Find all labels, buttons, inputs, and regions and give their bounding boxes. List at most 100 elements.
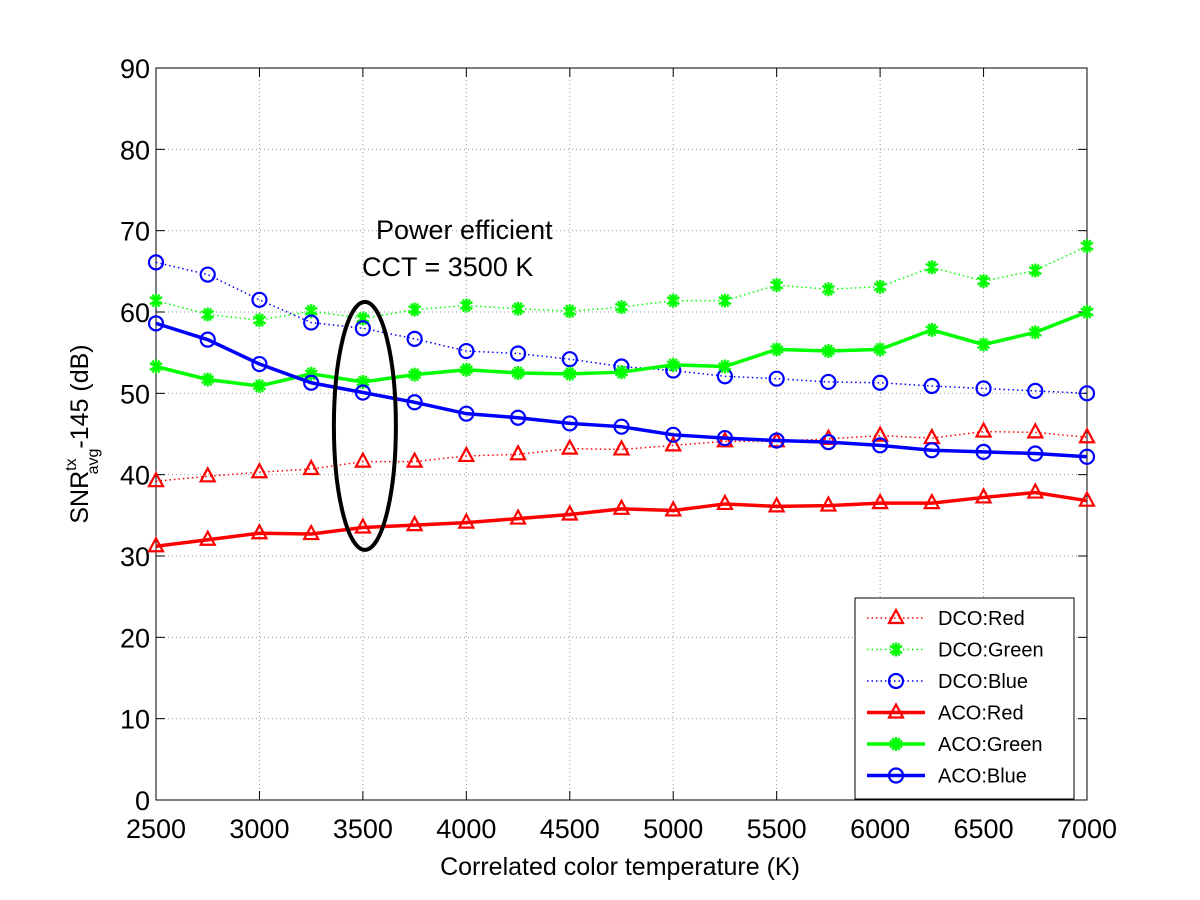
data-point-dco-green [925,260,939,275]
data-point-dco-green [356,311,370,326]
legend-entry-aco-green: ACO:Green [867,734,1042,756]
data-point-aco-red [509,508,527,525]
data-point-aco-red [198,529,217,546]
data-point-dco-red [405,451,424,468]
data-point-aco-green [511,366,525,380]
data-point-aco-blue [665,426,682,443]
y-tick-label: 20 [120,623,150,653]
marker-stroke [151,359,161,374]
data-point-dco-blue [561,351,578,368]
data-point-dco-blue [820,373,837,391]
x-tick-label: 5500 [747,814,807,844]
legend-marker [889,642,903,657]
marker-stroke [1082,305,1092,319]
series-aco-red [147,482,1096,553]
data-point-dco-blue [768,370,785,387]
data-point-dco-blue [199,266,216,283]
legend-marker [887,672,905,690]
series-dco-green [149,239,1094,328]
legend-entry-aco-blue: ACO:Blue [867,766,1027,788]
data-point-dco-green [1080,239,1094,254]
legend-entry-dco-red: DCO:Red [867,607,1025,630]
data-point-aco-green [252,379,267,394]
legend-label: DCO:Blue [938,671,1028,693]
x-tick-label: 4500 [540,814,600,844]
data-point-dco-blue [303,314,320,331]
data-point-aco-green [666,357,680,372]
data-point-aco-red [922,492,941,510]
marker-stroke [513,366,523,380]
x-tick-label: 3500 [333,814,393,844]
data-point-aco-green [925,322,939,337]
data-point-aco-blue [1078,448,1096,465]
marker-stroke [720,293,730,308]
marker-stroke [203,307,213,322]
data-point-aco-green [718,359,732,374]
x-axis-label: Correlated color temperature (K) [440,853,800,881]
data-point-dco-green [563,304,577,319]
data-point-dco-red [509,444,527,461]
data-point-aco-red [974,487,993,504]
data-point-aco-blue [354,384,371,401]
legend-marker [887,767,905,784]
data-point-aco-blue [561,415,578,432]
marker-stroke [513,302,523,316]
data-point-dco-blue [354,320,371,337]
series-line-aco-blue [155,321,1088,459]
marker-stroke [306,367,316,381]
data-point-dco-green [511,301,525,316]
data-point-dco-blue [1027,382,1044,399]
plot-frame [155,67,1088,801]
marker-stroke [979,337,989,352]
y-tick-label: 70 [120,217,150,247]
legend-entry-dco-blue: DCO:Blue [867,671,1028,693]
data-point-aco-green [1080,305,1094,319]
marker-stroke [254,379,264,393]
legend-marker [887,607,905,625]
data-point-aco-red [405,514,424,532]
marker-stroke [461,298,471,313]
x-tick-label: 6000 [850,814,910,844]
data-point-dco-blue [147,254,165,271]
data-point-aco-green [976,337,991,352]
data-point-dco-blue [975,380,992,397]
marker-stroke [772,278,782,292]
data-point-dco-green [1028,263,1042,278]
data-point-aco-red [1026,482,1045,499]
marker-stroke [875,342,885,357]
data-point-dco-blue [872,374,889,391]
legend-marker [889,737,903,751]
data-point-dco-red [612,439,631,456]
y-tick-label: 80 [120,135,150,165]
legend-label: ACO:Green [938,734,1042,756]
marker-stroke [254,313,264,327]
marker-stroke [410,302,420,317]
data-point-dco-blue [251,291,268,308]
y-label-base: SNR [66,471,94,524]
data-point-aco-green [149,359,163,374]
x-tick-label: 7000 [1057,814,1117,844]
data-point-aco-green [201,372,215,387]
marker-stroke [565,304,575,318]
data-point-dco-blue [1078,385,1096,402]
marker-stroke [891,642,901,657]
data-point-dco-green [821,282,836,297]
data-point-dco-green [718,293,732,308]
data-point-aco-blue [923,442,940,459]
data-point-aco-green [873,342,887,357]
legend-label: ACO:Red [938,703,1024,725]
series-aco-blue [147,315,1096,465]
data-point-aco-blue [251,355,268,373]
data-point-aco-green [563,366,577,381]
annotation-line-2: CCT = 3500 K [362,252,533,282]
data-point-aco-blue [872,437,889,454]
marker-stroke [891,737,901,751]
data-point-aco-green [1028,325,1042,340]
series-line-aco-red [155,490,1088,548]
data-point-dco-green [770,278,784,293]
data-point-dco-red [302,458,321,476]
marker-stroke [927,260,937,274]
marker-stroke [875,280,885,294]
data-point-aco-red [716,493,734,511]
